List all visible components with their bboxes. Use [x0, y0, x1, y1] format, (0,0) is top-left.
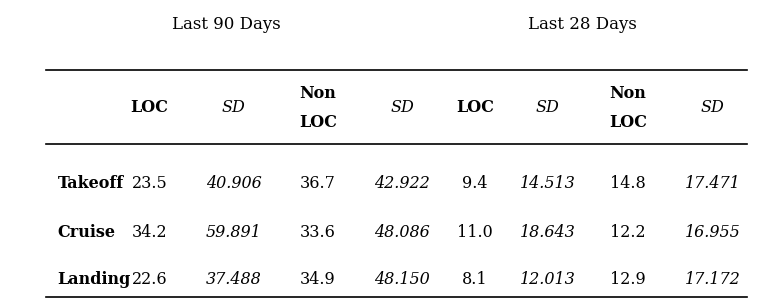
Text: 22.6: 22.6 [132, 271, 167, 289]
Text: 17.172: 17.172 [685, 271, 740, 289]
Text: 16.955: 16.955 [685, 224, 740, 241]
Text: 34.2: 34.2 [132, 224, 167, 241]
Text: 33.6: 33.6 [300, 224, 336, 241]
Text: Last 90 Days: Last 90 Days [172, 16, 280, 33]
Text: 17.471: 17.471 [685, 175, 740, 192]
Text: LOC: LOC [130, 99, 169, 116]
Text: SD: SD [535, 99, 560, 116]
Text: 23.5: 23.5 [132, 175, 167, 192]
Text: 40.906: 40.906 [206, 175, 261, 192]
Text: LOC: LOC [299, 114, 337, 131]
Text: Last 28 Days: Last 28 Days [528, 16, 637, 33]
Text: 12.2: 12.2 [611, 224, 646, 241]
Text: 48.150: 48.150 [375, 271, 430, 289]
Text: 59.891: 59.891 [206, 224, 261, 241]
Text: SD: SD [700, 99, 725, 116]
Text: Non: Non [610, 85, 647, 102]
Text: 37.488: 37.488 [206, 271, 261, 289]
Text: 8.1: 8.1 [462, 271, 488, 289]
Text: Takeoff: Takeoff [57, 175, 123, 192]
Text: 36.7: 36.7 [300, 175, 336, 192]
Text: 9.4: 9.4 [462, 175, 488, 192]
Text: 12.9: 12.9 [611, 271, 646, 289]
Text: 12.013: 12.013 [520, 271, 575, 289]
Text: SD: SD [390, 99, 414, 116]
Text: 48.086: 48.086 [375, 224, 430, 241]
Text: Cruise: Cruise [57, 224, 116, 241]
Text: LOC: LOC [456, 99, 494, 116]
Text: 11.0: 11.0 [457, 224, 493, 241]
Text: SD: SD [221, 99, 246, 116]
Text: LOC: LOC [609, 114, 647, 131]
Text: 18.643: 18.643 [520, 224, 575, 241]
Text: 14.513: 14.513 [520, 175, 575, 192]
Text: Landing: Landing [57, 271, 131, 289]
Text: 42.922: 42.922 [375, 175, 430, 192]
Text: 34.9: 34.9 [300, 271, 336, 289]
Text: 14.8: 14.8 [611, 175, 646, 192]
Text: Non: Non [300, 85, 336, 102]
